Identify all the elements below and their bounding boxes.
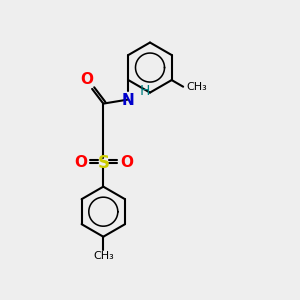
Text: S: S (97, 154, 109, 172)
Text: H: H (140, 84, 150, 98)
Text: O: O (80, 71, 93, 86)
Text: N: N (122, 93, 135, 108)
Text: O: O (120, 155, 133, 170)
Text: CH₃: CH₃ (93, 251, 114, 261)
Text: O: O (74, 155, 87, 170)
Text: CH₃: CH₃ (187, 82, 207, 92)
